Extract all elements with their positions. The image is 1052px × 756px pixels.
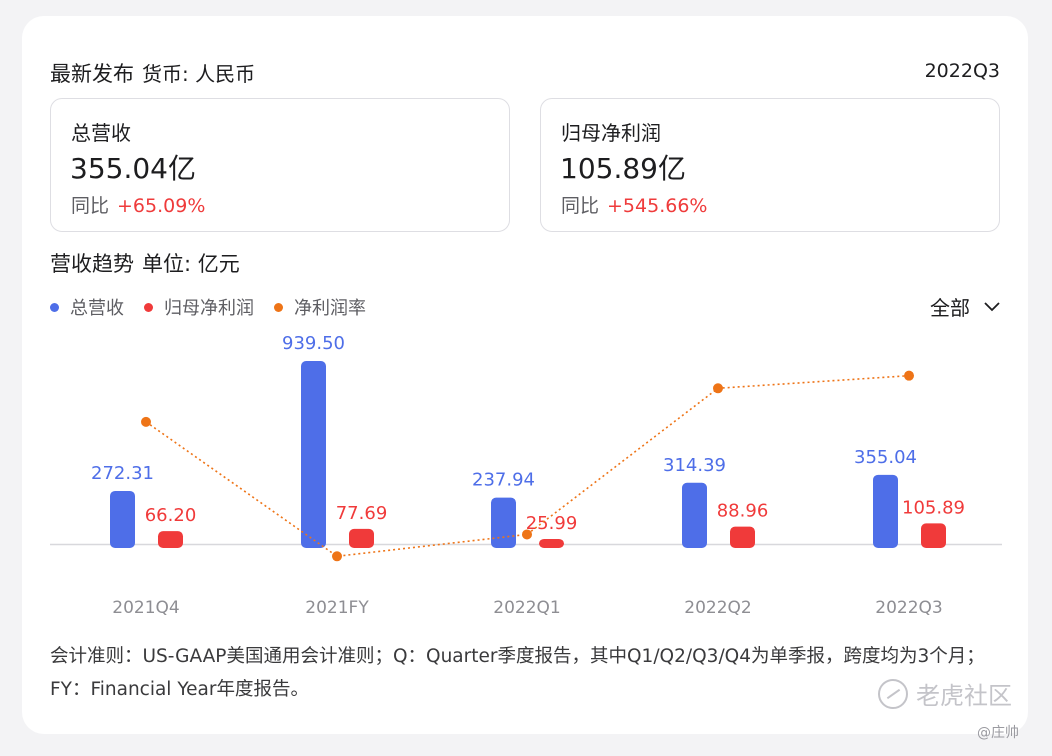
legend-dot xyxy=(274,302,283,312)
yoy-value: +65.09% xyxy=(117,195,206,217)
legend-dot xyxy=(144,302,153,312)
currency-label: 货币: 人民币 xyxy=(142,62,256,86)
net-profit-value-label: 88.96 xyxy=(717,501,769,522)
report-period: 2022Q3 xyxy=(924,60,1000,82)
chevron-down-icon xyxy=(984,301,1000,311)
net-profit-bar xyxy=(349,528,374,548)
watermark-text: 老虎社区 xyxy=(916,682,1012,710)
yoy-label: 同比 xyxy=(561,195,600,217)
x-tick-label: 2022Q1 xyxy=(493,598,560,618)
unit-label: 单位: 亿元 xyxy=(142,252,240,276)
x-tick-label: 2022Q2 xyxy=(684,598,751,618)
latest-release-title: 最新发布 货币: 人民币 xyxy=(50,58,255,88)
revenue-bar xyxy=(873,474,898,548)
metric-value: 355.04亿 xyxy=(70,152,196,185)
metric-yoy: 同比 +545.66% xyxy=(561,191,707,218)
net-margin-point xyxy=(332,551,342,562)
net-margin-line xyxy=(145,374,910,558)
metric-value: 105.89亿 xyxy=(560,152,686,185)
net-profit-bar xyxy=(730,526,755,548)
net-margin-point xyxy=(904,370,914,381)
legend-item-margin[interactable]: 净利润率 xyxy=(274,294,366,320)
legend-dot xyxy=(50,302,59,312)
net-profit-metric-card[interactable]: 归母净利润 105.89亿 同比 +545.66% xyxy=(540,98,1000,232)
revenue-value-label: 272.31 xyxy=(91,463,154,484)
revenue-metric-card[interactable]: 总营收 355.04亿 同比 +65.09% xyxy=(50,98,510,232)
revenue-bar xyxy=(682,482,707,548)
x-tick-label: 2022Q3 xyxy=(875,598,942,618)
revenue-value-label: 939.50 xyxy=(282,333,345,354)
net-margin-point xyxy=(713,383,723,394)
trend-heading: 营收趋势 xyxy=(50,252,134,276)
metric-label: 归母净利润 xyxy=(561,121,661,145)
net-profit-value-label: 25.99 xyxy=(526,513,578,534)
legend-label: 总营收 xyxy=(70,298,124,319)
trend-title: 营收趋势 单位: 亿元 xyxy=(50,248,240,278)
yoy-label: 同比 xyxy=(71,195,110,217)
x-tick-label: 2021Q4 xyxy=(112,598,179,618)
filter-label: 全部 xyxy=(930,296,970,320)
net-profit-bar xyxy=(921,523,946,548)
section-title: 最新发布 xyxy=(50,62,134,86)
metric-label: 总营收 xyxy=(71,121,131,145)
revenue-value-label: 314.39 xyxy=(663,455,726,476)
watermark-author: @庄帅 xyxy=(977,725,1019,741)
x-tick-label: 2021FY xyxy=(305,598,369,618)
net-profit-value-label: 66.20 xyxy=(145,505,197,526)
watermark-logo: 老虎社区 xyxy=(878,676,1012,711)
net-margin-point xyxy=(522,529,532,540)
tiger-logo-icon xyxy=(878,678,908,709)
chart-legend: 总营收 归母净利润 净利润率 xyxy=(50,294,366,320)
net-profit-value-label: 105.89 xyxy=(902,497,965,518)
revenue-trend-chart: 272.31 66.20 2021Q4 939.50 77.69 2021FY 237.94… xyxy=(50,333,1002,618)
metric-yoy: 同比 +65.09% xyxy=(71,191,205,218)
net-profit-bar xyxy=(539,538,564,548)
net-profit-value-label: 77.69 xyxy=(336,503,388,524)
legend-item-revenue[interactable]: 总营收 xyxy=(50,294,124,320)
earnings-card: 最新发布 货币: 人民币 2022Q3 总营收 355.04亿 同比 +65.09%… xyxy=(22,16,1028,741)
revenue-value-label: 237.94 xyxy=(472,470,535,491)
revenue-bar xyxy=(301,361,326,548)
revenue-bar xyxy=(491,497,516,548)
legend-label: 净利润率 xyxy=(294,298,366,319)
net-profit-bar xyxy=(158,531,183,548)
revenue-bar xyxy=(110,490,135,548)
legend-item-net-profit[interactable]: 归母净利润 xyxy=(144,294,254,320)
yoy-value: +545.66% xyxy=(607,195,708,217)
legend-label: 归母净利润 xyxy=(164,298,254,319)
net-margin-point xyxy=(141,416,151,427)
accounting-footnote: 会计准则：US-GAAP美国通用会计准则；Q：Quarter季度报告，其中Q1/… xyxy=(50,646,985,700)
revenue-value-label: 355.04 xyxy=(854,447,917,468)
period-filter-dropdown[interactable]: 全部 xyxy=(930,292,1000,321)
